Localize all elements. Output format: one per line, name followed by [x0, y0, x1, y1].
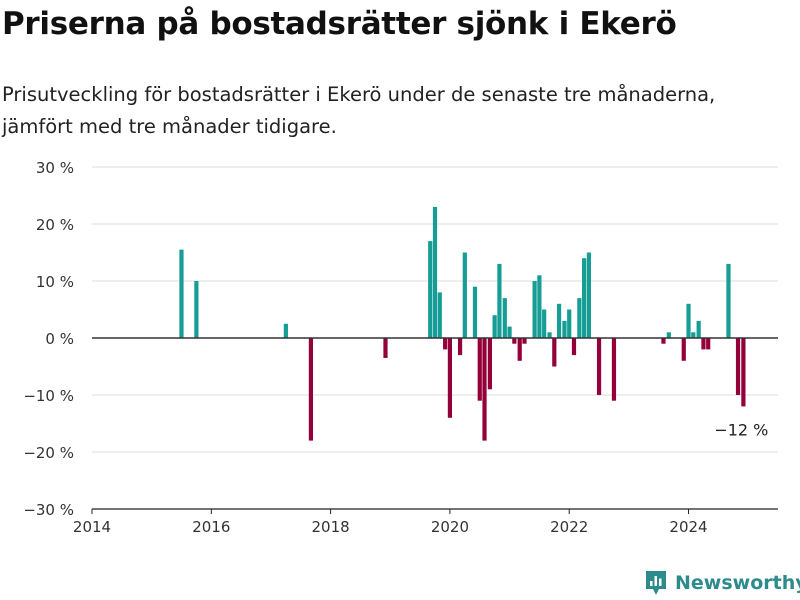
bar: [552, 338, 557, 367]
bar: [577, 298, 582, 338]
bar: [691, 332, 696, 338]
chart-subtitle: Prisutveckling för bostadsrätter i Ekerö…: [2, 83, 716, 138]
bar: [472, 286, 478, 338]
bar: [611, 338, 617, 401]
bar: [437, 292, 442, 338]
bar: [477, 338, 482, 401]
x-tick-label: 2014: [73, 518, 111, 536]
newsworthy-logo[interactable]: Newsworthy: [645, 570, 800, 596]
bar: [443, 338, 448, 350]
last-value-annotation: −12 %: [714, 420, 768, 439]
bar: [482, 338, 487, 441]
y-tick-label: −30 %: [23, 501, 74, 519]
x-tick-label: 2020: [431, 518, 469, 536]
bar: [457, 338, 463, 356]
bar: [507, 326, 512, 338]
bar: [447, 338, 453, 418]
bar: [432, 206, 438, 338]
bar: [179, 249, 184, 338]
bar: [706, 338, 711, 350]
x-tick-label: 2016: [192, 518, 230, 536]
bar: [542, 309, 547, 338]
bar: [492, 315, 497, 338]
bar: [532, 281, 537, 338]
bar: [497, 263, 502, 338]
bar: [681, 338, 686, 361]
bar: [283, 323, 288, 338]
bar: [582, 258, 587, 338]
y-tick-label: −10 %: [23, 387, 74, 405]
bar: [571, 338, 577, 356]
bar: [502, 298, 507, 338]
newsworthy-logo-icon: [646, 571, 666, 595]
bar: [696, 320, 701, 338]
bar: [567, 309, 572, 338]
bar: [666, 332, 671, 338]
y-tick-label: 10 %: [36, 273, 74, 291]
bar: [686, 303, 691, 338]
y-tick-label: 20 %: [36, 216, 74, 234]
bar: [462, 252, 467, 338]
x-tick-label: 2024: [669, 518, 707, 536]
bar: [586, 252, 592, 338]
y-tick-label: −20 %: [23, 444, 74, 462]
bar: [522, 338, 527, 344]
y-tick-label: 0 %: [45, 330, 74, 348]
chart-title: Priserna på bostadsrätter sjönk i Ekerö: [2, 6, 677, 42]
x-tick-label: 2018: [312, 518, 350, 536]
bar: [308, 338, 314, 441]
bar: [383, 338, 388, 358]
bar: [537, 275, 542, 338]
bar: [596, 338, 602, 395]
y-tick-label: 30 %: [36, 159, 74, 177]
bar: [428, 241, 433, 338]
bar: [517, 338, 522, 361]
brand-name: Newsworthy: [675, 572, 800, 594]
bar: [547, 332, 552, 338]
bar: [735, 338, 741, 395]
bar: [701, 338, 706, 350]
bar: [661, 338, 666, 344]
bar: [726, 263, 731, 338]
bar: [562, 320, 567, 338]
bar: [512, 338, 517, 344]
bar: [741, 338, 746, 407]
x-tick-label: 2022: [550, 518, 588, 536]
bar: [556, 303, 562, 338]
bar: [194, 281, 199, 338]
bar: [487, 338, 492, 390]
